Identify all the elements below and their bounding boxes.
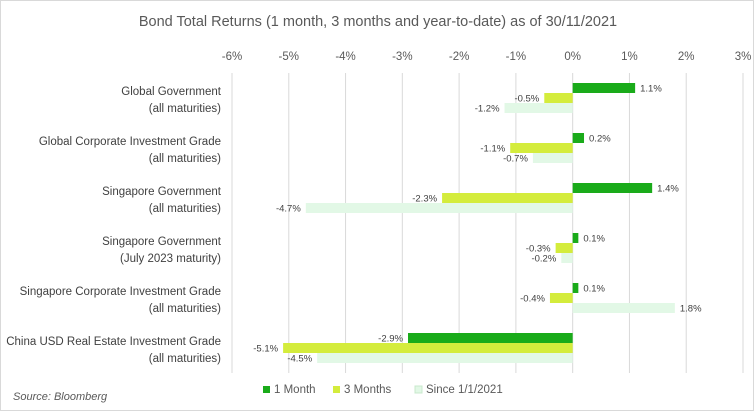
bar-since-1-1-2021 (561, 253, 573, 263)
data-label: -4.7% (276, 204, 301, 215)
legend-label: 3 Months (344, 384, 392, 396)
data-label: 0.2% (589, 134, 611, 145)
x-tick-label: -5% (279, 51, 299, 63)
data-label: -1.2% (475, 104, 500, 115)
category-label: (all maturities) (149, 103, 221, 115)
category-labels: Global Government (all maturities) Global … (6, 86, 222, 365)
legend-label: Since 1/1/2021 (426, 384, 503, 396)
bar-3-months (555, 243, 573, 253)
bar-1-month (572, 83, 636, 93)
data-label: 0.1% (583, 234, 605, 245)
bar-3-months (442, 193, 573, 203)
chart-title: Bond Total Returns (1 month, 3 months an… (139, 14, 617, 30)
x-tick-label: 3% (735, 51, 752, 63)
category-label: (all maturities) (149, 303, 221, 315)
data-label: -2.9% (378, 334, 403, 345)
data-label: -0.7% (503, 154, 528, 165)
bar-1-month (408, 333, 573, 343)
legend-swatch (333, 386, 340, 393)
data-label: -4.5% (287, 354, 312, 365)
x-tick-label: -6% (222, 51, 242, 63)
bar-3-months (283, 343, 573, 353)
category-label: Singapore Government (102, 186, 222, 198)
bar-since-1-1-2021 (532, 153, 573, 163)
category-label: (all maturities) (149, 203, 221, 215)
data-label: -0.2% (531, 254, 556, 265)
bar-since-1-1-2021 (305, 203, 573, 213)
source-note: Source: Bloomberg (13, 391, 108, 403)
category-label: Singapore Government (102, 236, 222, 248)
legend-label: 1 Month (274, 384, 316, 396)
category-label: Singapore Corporate Investment Grade (20, 286, 221, 298)
legend-swatch (263, 386, 270, 393)
x-tick-label: 2% (678, 51, 695, 63)
bar-3-months (510, 143, 573, 153)
data-label: -0.5% (514, 94, 539, 105)
bars (283, 83, 675, 363)
data-label: 1.1% (640, 84, 662, 95)
x-tick-label: -4% (335, 51, 355, 63)
x-tick-label: 1% (621, 51, 638, 63)
bar-1-month (572, 133, 585, 143)
bar-1-month (572, 183, 653, 193)
legend: 1 Month 3 Months Since 1/1/2021 (263, 384, 503, 396)
data-label: 1.8% (680, 304, 702, 315)
x-tick-label: -2% (449, 51, 469, 63)
bar-3-months (544, 93, 573, 103)
category-label: Global Corporate Investment Grade (39, 136, 221, 148)
data-label: -2.3% (412, 194, 437, 205)
x-axis-ticks: -6% -5% -4% -3% -2% -1% 0% 1% 2% 3% (222, 51, 752, 63)
category-label: China USD Real Estate Investment Grade (6, 336, 221, 348)
bar-since-1-1-2021 (572, 303, 675, 313)
bar-since-1-1-2021 (504, 103, 573, 113)
data-label: -0.4% (520, 294, 545, 305)
grid-lines (231, 73, 744, 373)
bar-3-months (549, 293, 573, 303)
data-label: -1.1% (480, 144, 505, 155)
bar-1-month (572, 233, 579, 243)
category-label: (all maturities) (149, 353, 221, 365)
category-label: (all maturities) (149, 153, 221, 165)
category-label: (July 2023 maturity) (120, 253, 221, 265)
x-tick-label: -3% (392, 51, 412, 63)
data-label: -5.1% (253, 344, 278, 355)
x-tick-label: -1% (506, 51, 526, 63)
bar-since-1-1-2021 (317, 353, 573, 363)
bar-1-month (572, 283, 579, 293)
legend-swatch (414, 385, 423, 394)
category-label: Global Government (121, 86, 222, 98)
data-label: 0.1% (583, 284, 605, 295)
data-labels: 1.1% -0.5% -1.2% 0.2% -1.1%-0.7% 1.4% -2.3% -4.… (253, 84, 702, 365)
data-label: -0.3% (526, 244, 551, 255)
x-tick-label: 0% (564, 51, 581, 63)
data-label: 1.4% (657, 184, 679, 195)
